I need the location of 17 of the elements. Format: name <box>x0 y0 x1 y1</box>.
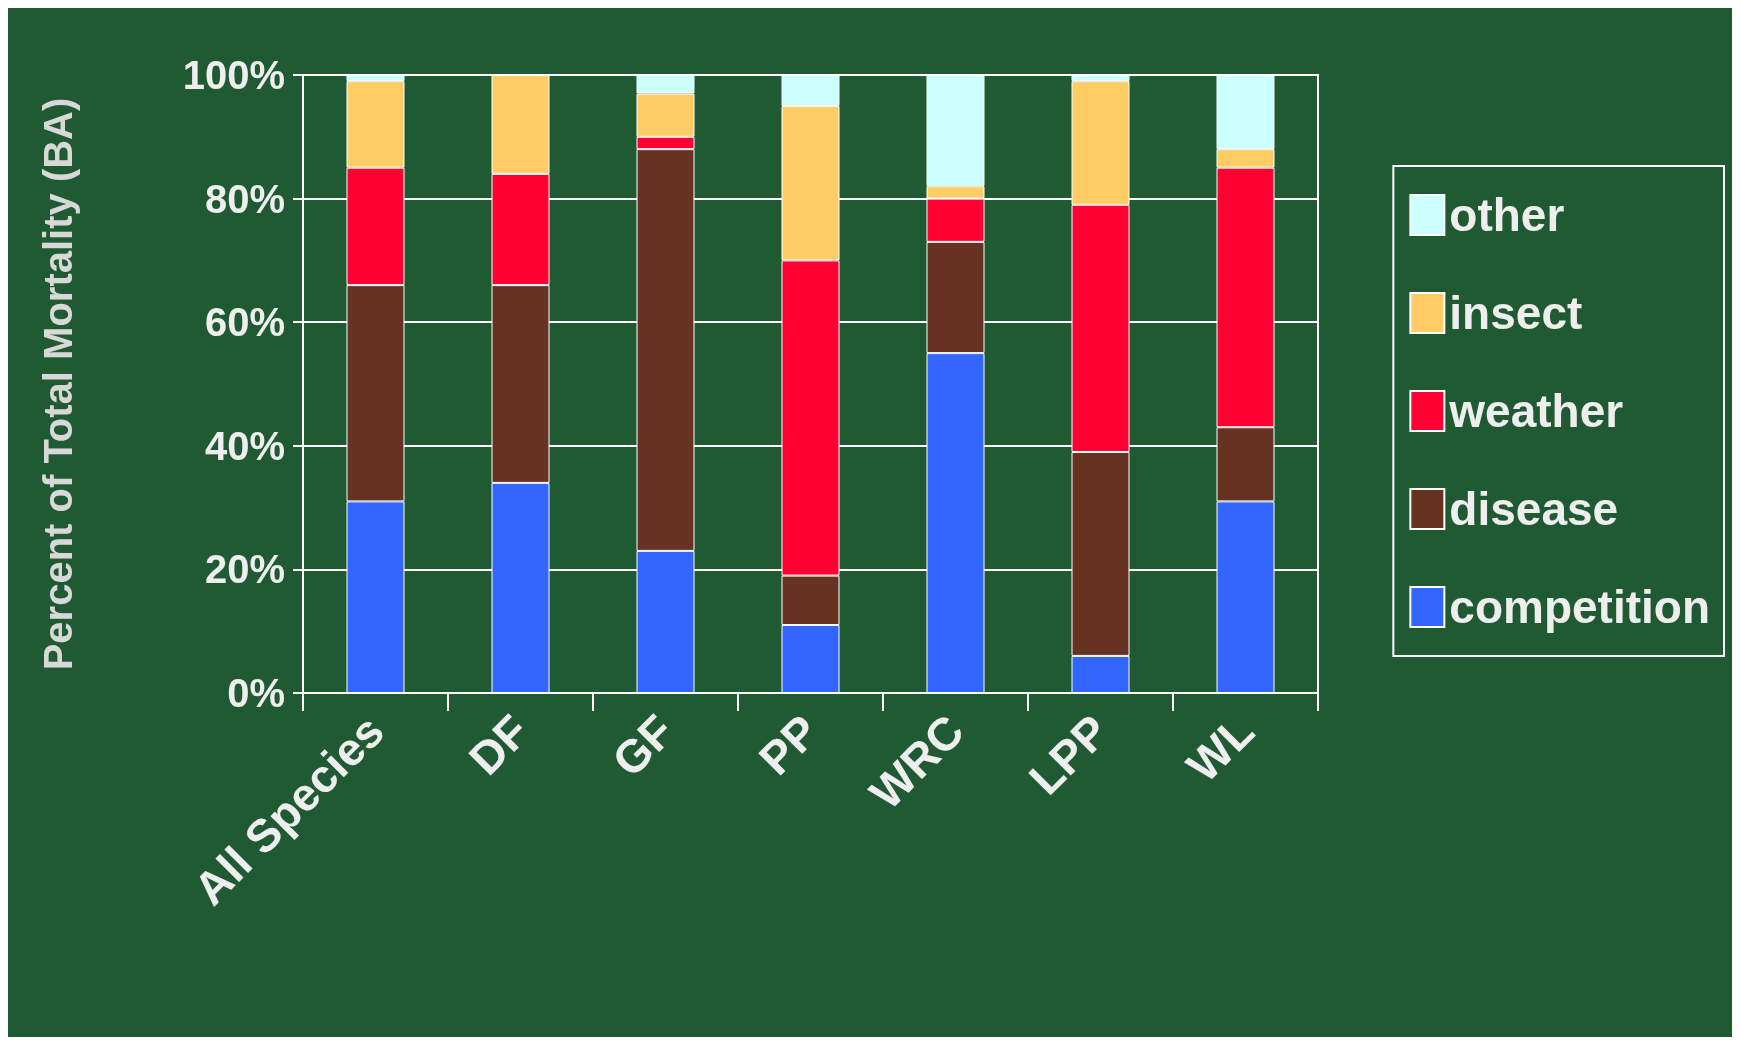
y-tick-label: 60% <box>204 300 285 345</box>
x-tick-label: DF <box>458 704 539 785</box>
legend-label: disease <box>1449 483 1619 535</box>
x-tick-label: LPP <box>1018 704 1119 805</box>
legend-label: competition <box>1449 581 1711 633</box>
x-tick-label: GF <box>601 704 684 787</box>
y-tick-label: 80% <box>204 176 285 221</box>
y-tick-label: 20% <box>204 547 285 592</box>
legend-label: insect <box>1449 287 1583 339</box>
y-axis-title: Percent of Total Mortality (BA) <box>36 97 80 671</box>
legend-label: other <box>1449 189 1565 241</box>
legend-label: weather <box>1448 385 1624 437</box>
y-tick-label: 100% <box>182 53 285 97</box>
y-tick-label: 0% <box>227 671 285 715</box>
x-tick-label: PP <box>748 704 829 785</box>
y-tick-label: 40% <box>204 423 285 468</box>
x-tick-label: WL <box>1176 704 1264 792</box>
